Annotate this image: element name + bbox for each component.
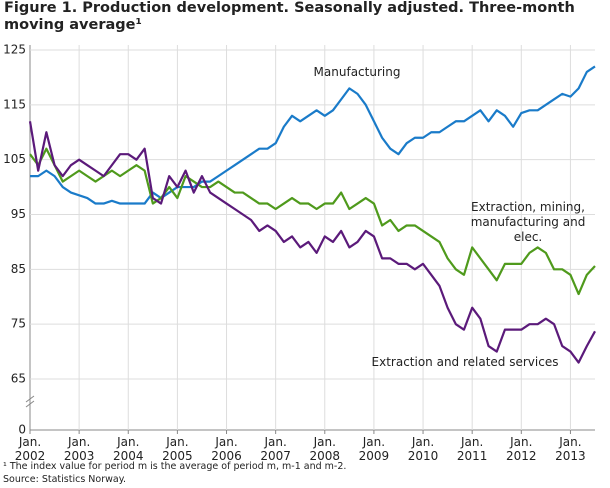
x-tick-label: Jan. 2010 — [408, 435, 439, 463]
y-tick-label: 105 — [3, 152, 26, 166]
data-line — [28, 121, 596, 364]
data-line — [29, 147, 596, 296]
y-tick-label: 115 — [3, 97, 26, 111]
x-tick-label: Jan. 2002 — [15, 435, 46, 463]
x-tick-label: Jan. 2005 — [162, 435, 193, 463]
series-label: Extraction and related services — [371, 355, 559, 369]
x-tick-label: Jan. 2006 — [211, 435, 242, 463]
y-tick-label: 65 — [11, 372, 26, 386]
x-tick-label: Jan. 2004 — [113, 435, 144, 463]
x-tick-label: Jan. 2011 — [457, 435, 488, 463]
source: Source: Statistics Norway. — [3, 474, 126, 485]
chart-title: Figure 1. Production development. Season… — [4, 0, 575, 33]
y-tick-label: 75 — [11, 317, 26, 331]
x-tick-label: Jan. 2008 — [310, 435, 341, 463]
x-tick-label: Jan. 2007 — [260, 435, 291, 463]
y-tick-label: 95 — [11, 207, 26, 221]
footnote: ¹ The index value for period m is the av… — [3, 461, 347, 472]
x-tick-label: Jan. 2003 — [64, 435, 95, 463]
axis-break — [25, 400, 35, 408]
x-tick-label: Jan. 2012 — [506, 435, 537, 463]
y-tick-label: 0 — [18, 423, 26, 437]
x-tick-label: Jan. 2013 — [555, 435, 586, 463]
y-tick-label: 85 — [11, 262, 26, 276]
series-label: Manufacturing — [313, 65, 401, 79]
data-line — [30, 65, 596, 205]
series-label: Extraction, mining, manufacturing and el… — [470, 200, 586, 244]
axis-break — [25, 395, 35, 403]
x-tick-label: Jan. 2009 — [359, 435, 390, 463]
y-tick-label: 125 — [3, 43, 26, 57]
